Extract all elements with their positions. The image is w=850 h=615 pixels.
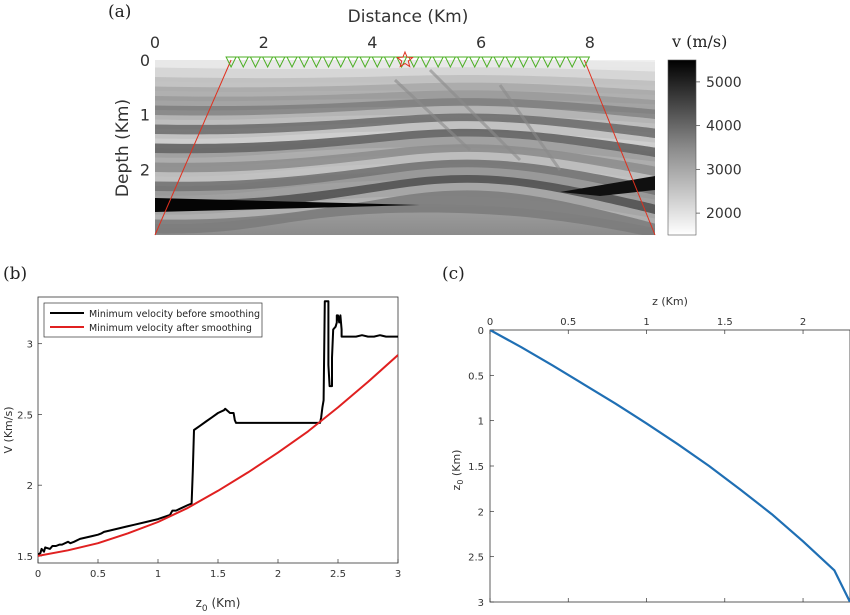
panel-c-ytick-label: 3 (478, 598, 484, 609)
panel-b-ytick-label: 2.5 (17, 410, 33, 421)
panel-c-ytick-label: 2.5 (468, 553, 484, 564)
source-star (396, 50, 414, 68)
panel-c-xtick-label: 1 (643, 317, 649, 328)
panel-c-ylabel: z0 (Km) (450, 450, 465, 491)
panel-a-xlabel: Distance (Km) (348, 7, 469, 27)
panel-c-ytick-label: 0 (478, 326, 484, 337)
velocity-model-image (155, 60, 655, 235)
panel-b-xticks: 0 0.5 1 1.5 2 2.5 3 (35, 559, 401, 580)
velocity-layer (155, 190, 655, 235)
colorbar-ticks: 2000 3000 4000 5000 (696, 75, 742, 222)
colorbar (667, 59, 697, 236)
panel-b-xtick-label: 0 (35, 569, 41, 580)
panel-a-ytick-label: 2 (140, 160, 150, 179)
panel-c-series (490, 330, 850, 602)
panel-b-ytick-label: 1.5 (17, 552, 33, 563)
panel-b-xtick-label: 2.5 (330, 569, 346, 580)
panel-c-xtick-label: 0.5 (560, 317, 576, 328)
panel-b-xlabel: z0 (Km) (196, 596, 241, 614)
panel-b-axes (37, 296, 399, 564)
colorbar-label: v (m/s) (671, 32, 727, 51)
panel-b-xtick-label: 2 (275, 569, 281, 580)
panel-a-ytick-label: 1 (140, 106, 150, 125)
velocity-layer (155, 175, 655, 219)
panel-a-xticks: 0 2 4 6 8 (150, 33, 595, 52)
panel-c-ytick-label: 1.5 (468, 462, 484, 473)
panel-b-xtick-label: 1 (155, 569, 161, 580)
panel-a-label: (a) (108, 2, 131, 22)
series-after-smoothing (38, 354, 398, 557)
panel-c-ytick-label: 0.5 (468, 371, 484, 382)
aperture-line (154, 59, 232, 236)
colorbar-tick-label: 5000 (706, 75, 742, 91)
panel-c: (c) 0 0.5 1 1.5 2 0 0.5 1 1.5 2 2.5 3 z (Km) z0 (K… (442, 264, 850, 609)
panel-a-ylabel: Depth (Km) (113, 99, 133, 197)
panel-c-xticks: 0 0.5 1 1.5 2 (487, 317, 806, 602)
panel-a-xtick-label: 4 (367, 33, 377, 52)
fault-trace (393, 68, 562, 171)
panel-b-xtick-label: 1.5 (210, 569, 226, 580)
panel-b: (b) 0 0.5 1 1.5 2 2.5 3 1.5 2 2.5 3 z0 (Km) V (Km… (2, 264, 401, 614)
panel-c-ytick-label: 1 (478, 417, 484, 428)
panel-b-xtick-label: 3 (395, 569, 401, 580)
velocity-layer (155, 182, 655, 228)
panel-a-ytick-label: 0 (140, 51, 150, 70)
panel-b-xtick-label: 0.5 (90, 569, 106, 580)
high-velocity-wedge (155, 198, 420, 212)
panel-c-xlabel: z (Km) (652, 295, 688, 308)
legend-label-before: Minimum velocity before smoothing (89, 309, 260, 320)
panel-a: (a) Distance (Km) Depth (Km) 0 2 4 6 8 0 1 2 v… (108, 2, 742, 236)
panel-b-legend: Minimum velocity before smoothing Minimu… (43, 302, 263, 338)
colorbar-tick-label: 2000 (706, 206, 742, 222)
panel-a-yticks: 0 1 2 (140, 51, 150, 179)
panel-c-label: (c) (442, 264, 465, 284)
colorbar-tick-label: 3000 (706, 162, 742, 178)
panel-c-ytick-label: 2 (478, 507, 484, 518)
panel-a-xtick-label: 8 (585, 33, 595, 52)
panel-b-ytick-label: 2 (27, 481, 33, 492)
legend-label-after: Minimum velocity after smoothing (89, 323, 252, 334)
source-marker (396, 50, 414, 68)
series-z0-curve (490, 330, 850, 602)
high-velocity-wedge (560, 176, 655, 196)
aperture-line (583, 59, 656, 236)
panel-b-label: (b) (3, 264, 27, 284)
panel-c-axes (489, 329, 850, 603)
panel-c-xtick-label: 1.5 (717, 317, 733, 328)
panel-a-xtick-label: 0 (150, 33, 160, 52)
velocity-layers (155, 60, 655, 235)
panel-b-ylabel: V (Km/s) (2, 407, 15, 454)
series-before-smoothing (38, 300, 398, 556)
aperture-lines (154, 59, 656, 236)
panel-c-xtick-label: 2 (800, 317, 806, 328)
panel-c-xtick-label: 0 (487, 317, 493, 328)
panel-b-series (38, 300, 398, 557)
panel-b-ytick-label: 3 (27, 340, 33, 351)
panel-a-xtick-label: 2 (259, 33, 269, 52)
colorbar-tick-label: 4000 (706, 119, 742, 135)
panel-a-xtick-label: 6 (476, 33, 486, 52)
